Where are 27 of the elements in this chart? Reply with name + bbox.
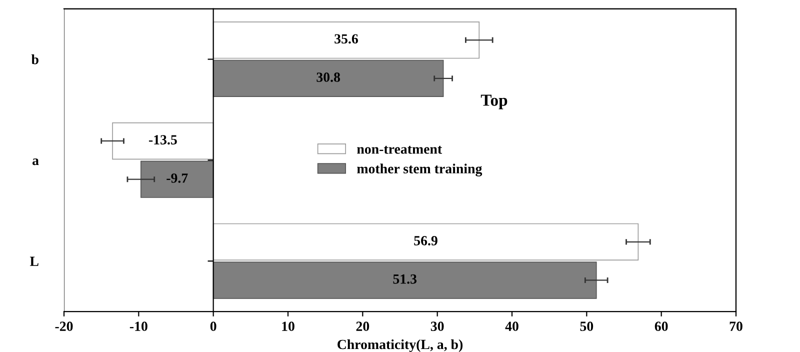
data-label: 30.8 [316, 72, 340, 82]
legend-label: mother stem training [357, 164, 482, 176]
x-tick-label: 60 [654, 322, 668, 332]
x-tick-label: 70 [730, 322, 742, 332]
x-tick-label: -10 [130, 322, 148, 332]
data-label: -9.7 [166, 173, 188, 183]
data-label: -13.5 [148, 135, 177, 145]
x-tick-label: 20 [356, 322, 370, 332]
data-label: 51.3 [393, 274, 417, 284]
x-tick-label: 0 [210, 322, 216, 332]
x-tick-label: -20 [55, 322, 73, 332]
bar [212, 262, 597, 299]
bar [212, 22, 480, 59]
x-tick-label: 30 [430, 322, 444, 332]
data-label: 35.6 [334, 34, 358, 44]
x-axis-title: Chromaticity(L, a, b) [338, 339, 463, 352]
bar [212, 223, 639, 260]
y-tick-label: b [31, 54, 38, 64]
x-tick-label: 50 [580, 322, 594, 332]
legend-label: non-treatment [357, 146, 442, 154]
x-tick-label: 40 [505, 322, 518, 332]
data-label: 56.9 [414, 236, 438, 246]
bar [212, 60, 444, 98]
annotation: Top [480, 94, 508, 110]
x-tick-label: 10 [282, 322, 294, 332]
y-tick-label: L [30, 256, 38, 266]
y-tick-label: a [32, 158, 39, 166]
